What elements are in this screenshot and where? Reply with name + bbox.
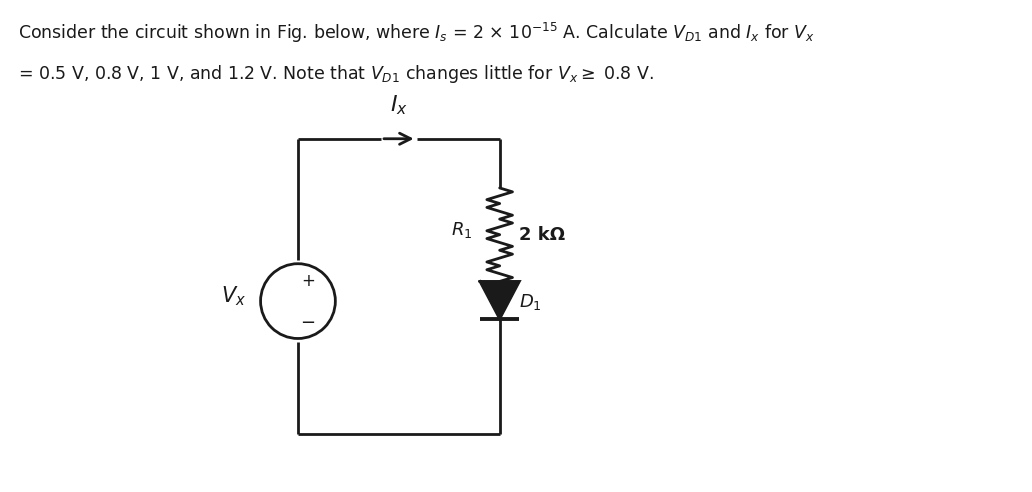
Text: 2 kΩ: 2 kΩ bbox=[519, 226, 566, 244]
Text: −: − bbox=[300, 314, 316, 332]
Text: $R_1$: $R_1$ bbox=[451, 220, 472, 240]
Text: +: + bbox=[301, 273, 315, 290]
Text: $V_x$: $V_x$ bbox=[222, 284, 247, 308]
Polygon shape bbox=[480, 281, 519, 319]
Text: $D_1$: $D_1$ bbox=[519, 292, 542, 312]
Text: = 0.5 V, 0.8 V, 1 V, and 1.2 V. Note that $V_{D1}$ changes little for $V_x \geq$: = 0.5 V, 0.8 V, 1 V, and 1.2 V. Note tha… bbox=[18, 63, 653, 85]
Text: $I_x$: $I_x$ bbox=[390, 93, 408, 117]
Text: Consider the circuit shown in Fig. below, where $I_s$ = 2 × 10$^{-15}$ A. Calcul: Consider the circuit shown in Fig. below… bbox=[18, 21, 814, 45]
